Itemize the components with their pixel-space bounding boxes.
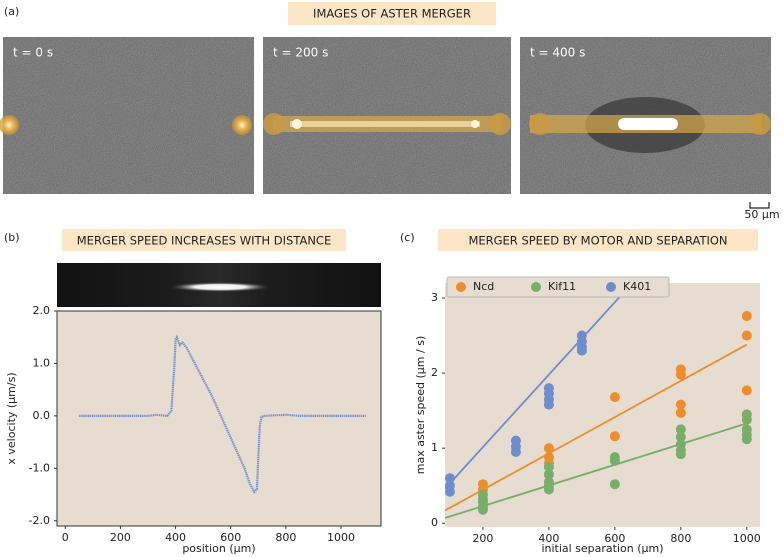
panel-label: (a) bbox=[4, 5, 19, 18]
frame-time: t = 0 s bbox=[13, 46, 53, 60]
legend-label: Ncd bbox=[473, 280, 494, 293]
scale-bar bbox=[749, 202, 770, 209]
point bbox=[543, 461, 554, 472]
chart-title: MERGER SPEED INCREASES WITH DISTANCE bbox=[77, 234, 331, 248]
title-box bbox=[62, 229, 346, 251]
x-axis-label: position (μm) bbox=[182, 542, 255, 555]
point bbox=[741, 414, 752, 425]
point bbox=[609, 392, 620, 403]
point bbox=[609, 455, 620, 466]
point bbox=[444, 473, 455, 484]
legend-label: K401 bbox=[623, 280, 651, 293]
chart-title: MERGER SPEED BY MOTOR AND SEPARATION bbox=[468, 234, 727, 248]
point bbox=[609, 479, 620, 490]
point bbox=[543, 469, 554, 480]
panel-label: (c) bbox=[400, 231, 415, 244]
scale-bar-label: 50 μm bbox=[744, 208, 779, 221]
x-tick-label: 0 bbox=[62, 531, 69, 544]
x-tick-label: 400 bbox=[165, 531, 186, 544]
legend-marker bbox=[456, 282, 466, 292]
point bbox=[543, 443, 554, 454]
y-tick-label: 1.0 bbox=[33, 356, 51, 369]
x-tick-label: 600 bbox=[220, 531, 241, 544]
point bbox=[741, 434, 752, 445]
fit-line bbox=[445, 422, 748, 519]
x-tick-label: 1000 bbox=[327, 531, 355, 544]
point bbox=[675, 431, 686, 442]
point bbox=[477, 504, 488, 515]
y-axis-label: x velocity (μm/s) bbox=[5, 372, 18, 464]
image-frame bbox=[0, 37, 254, 194]
point bbox=[675, 369, 686, 380]
y-tick-label: 2 bbox=[431, 366, 438, 379]
fit-line bbox=[445, 283, 634, 490]
legend-marker bbox=[606, 282, 616, 292]
panel-label: (b) bbox=[4, 231, 20, 244]
y-tick-label: 0 bbox=[431, 516, 438, 529]
title-box bbox=[438, 229, 758, 251]
point bbox=[609, 431, 620, 442]
plot-area bbox=[56, 310, 382, 527]
y-tick-label: 2.0 bbox=[33, 304, 51, 317]
point bbox=[543, 484, 554, 495]
frame-time: t = 200 s bbox=[273, 46, 328, 60]
y-tick-label: 1 bbox=[431, 441, 438, 454]
image-frame bbox=[520, 37, 771, 194]
y-tick-label: -2.0 bbox=[29, 514, 50, 527]
plot-area bbox=[445, 283, 760, 527]
frame-time: t = 400 s bbox=[530, 46, 585, 60]
point bbox=[675, 399, 686, 410]
point bbox=[741, 385, 752, 396]
kymo-strip bbox=[57, 263, 381, 307]
point bbox=[675, 424, 686, 435]
fit-line bbox=[445, 343, 748, 512]
x-tick-label: 800 bbox=[670, 532, 691, 545]
x-tick-label: 200 bbox=[472, 532, 493, 545]
x-tick-label: 400 bbox=[538, 532, 559, 545]
point bbox=[675, 449, 686, 460]
images-title: IMAGES OF ASTER MERGER bbox=[313, 7, 471, 21]
y-axis-label: max aster speed (μm / s) bbox=[414, 336, 427, 475]
y-tick-label: -1.0 bbox=[29, 461, 50, 474]
title-box bbox=[288, 2, 496, 25]
point bbox=[576, 345, 587, 356]
legend-marker bbox=[531, 282, 541, 292]
point bbox=[741, 330, 752, 341]
point bbox=[510, 446, 521, 457]
velocity-line bbox=[79, 334, 366, 494]
x-tick-label: 1000 bbox=[733, 532, 761, 545]
point bbox=[444, 486, 455, 497]
point bbox=[543, 399, 554, 410]
point bbox=[675, 407, 686, 418]
legend-label: Kif11 bbox=[548, 280, 576, 293]
y-tick-label: 3 bbox=[431, 291, 438, 304]
x-tick-label: 800 bbox=[275, 531, 296, 544]
point bbox=[741, 311, 752, 322]
image-frame bbox=[263, 37, 511, 194]
legend-box bbox=[446, 276, 670, 298]
x-tick-label: 600 bbox=[604, 532, 625, 545]
y-tick-label: 0.0 bbox=[33, 409, 51, 422]
x-tick-label: 200 bbox=[110, 531, 131, 544]
x-axis-label: initial separation (μm) bbox=[541, 542, 663, 555]
